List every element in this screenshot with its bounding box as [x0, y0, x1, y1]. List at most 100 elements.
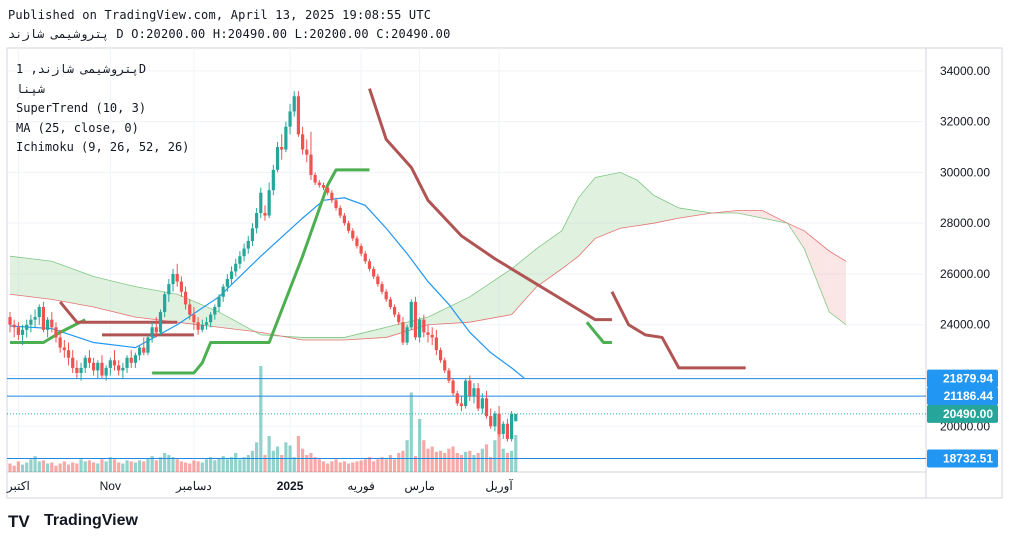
price-badge-box [927, 387, 998, 406]
candle-body [41, 306, 46, 330]
indicator-legend: پتروشیمی شازند, 1D شپنا SuperTrend (10, … [16, 60, 189, 158]
candle-body [301, 134, 305, 150]
legend-ichimoku[interactable]: Ichimoku (9, 26, 52, 26) [16, 140, 190, 154]
candle-body [384, 291, 388, 300]
volume-bar [137, 460, 142, 472]
candle-body [66, 350, 71, 358]
volume-bar [510, 450, 514, 472]
candle-body [92, 362, 96, 371]
volume-bar [183, 462, 188, 472]
legend-supertrend[interactable]: SuperTrend (10, 3) [16, 101, 147, 115]
candle-body [12, 324, 16, 328]
cloud-segment [620, 172, 637, 229]
candle-body [112, 360, 117, 366]
supertrend-segment [610, 291, 746, 370]
cloud-segment [344, 327, 387, 340]
volume-bar [121, 463, 125, 472]
candle-body [426, 332, 430, 335]
volume-bar [497, 429, 501, 472]
volume-bar [41, 460, 46, 472]
candle-body [46, 319, 50, 330]
candle-body [497, 413, 501, 434]
volume-bar [501, 448, 505, 472]
legend-ma[interactable]: MA (25, close, 0) [16, 120, 139, 135]
candle-body [142, 347, 146, 353]
volume-bar [263, 455, 267, 472]
candle-body [434, 337, 438, 351]
volume-bar [359, 460, 363, 472]
candle-body [50, 319, 54, 328]
volume-bar [234, 452, 238, 472]
candle-body [355, 238, 359, 247]
volume-bar [112, 459, 117, 472]
tradingview-logo[interactable]: TV TradingView [8, 511, 138, 531]
candle-body [405, 327, 409, 343]
candle-body [388, 299, 392, 307]
supertrend-segment [152, 168, 370, 375]
cloud-segment [637, 180, 654, 226]
volume-bar [146, 458, 150, 472]
candle-body [376, 276, 380, 285]
volume-bar [200, 462, 204, 472]
tradingview-logo-text: TradingView [44, 512, 138, 529]
volume-bar [434, 451, 438, 472]
chart-frame [6, 47, 1003, 499]
legend-symbol[interactable]: پتروشیمی شازند, 1D [16, 62, 147, 76]
cloud-segment [10, 256, 52, 300]
candle-body [259, 192, 263, 214]
candle-body [246, 240, 250, 249]
candle-body [175, 273, 179, 282]
time-tick-label: Nov [100, 479, 121, 493]
cloud-segment [653, 195, 679, 224]
volume-bar [292, 457, 296, 472]
volume-bar [75, 463, 79, 472]
candle-body [464, 380, 468, 406]
ma-line [9, 197, 525, 379]
volume-bar [108, 457, 112, 472]
time-tick-label: دسامبر [175, 479, 212, 493]
candle-body [363, 253, 367, 262]
volume-bar [117, 462, 121, 472]
candle-body [313, 174, 317, 183]
tradingview-logo-mark: TV [8, 512, 30, 531]
volume-bar [443, 452, 447, 472]
candle-body [334, 200, 338, 208]
candle-body [280, 147, 284, 150]
volume-bar [317, 459, 321, 472]
candle-body [146, 337, 150, 353]
volume-bar [192, 460, 196, 472]
supertrend-segment [10, 318, 86, 345]
volume-bar [401, 450, 405, 472]
volume-bar [71, 462, 75, 472]
candle-body [100, 362, 104, 376]
candle-body [438, 350, 443, 361]
header-ohlc: D O:20200.00 H:20490.00 L:20200.00 C:204… [116, 27, 451, 41]
volume-bar [413, 456, 418, 472]
volume-bar [25, 462, 29, 472]
supertrend-segment [585, 321, 612, 345]
candle-body [192, 314, 196, 323]
candle-body [20, 329, 25, 335]
volume-bar [87, 460, 92, 472]
candle-body [229, 271, 234, 280]
volume-bar [209, 457, 213, 472]
volume-bar [438, 450, 443, 472]
candle-body [16, 327, 20, 335]
volume-bar [459, 455, 464, 472]
volume-bar [29, 459, 33, 472]
candle-body [204, 322, 209, 325]
candle-body [397, 314, 401, 323]
candle-body [330, 192, 334, 201]
volume-bar [158, 457, 163, 472]
volume-bar [392, 459, 397, 472]
volume-bar [50, 462, 54, 472]
candle-body [137, 347, 142, 356]
candle-body [422, 319, 426, 333]
header-symbol: پتروشیمی شازند [8, 27, 110, 41]
candle-body [217, 296, 221, 307]
candle-body [154, 327, 158, 333]
time-axis[interactable]: اکتبر Nov دسامبر 2025 فوریه مارس آوریل [6, 478, 513, 493]
volume-bar [305, 455, 309, 472]
volume-bar [238, 459, 242, 472]
